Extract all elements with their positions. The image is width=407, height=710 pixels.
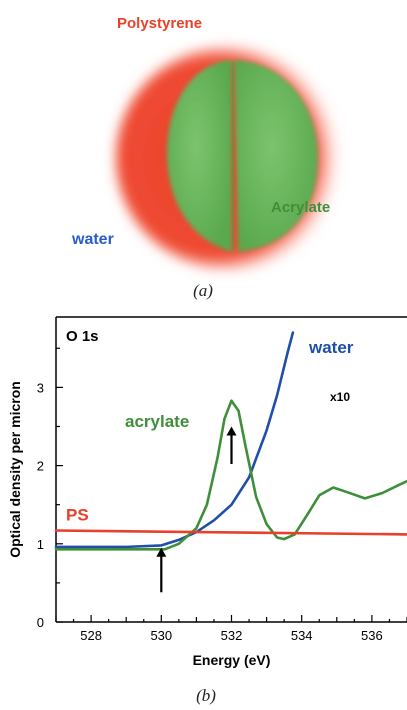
chart-labels: O 1s water x10 acrylate PS Energy (eV) Optical… [7,328,354,668]
particle-illustration: Polystyrene Acrylate water (a) [71,15,340,300]
x-tick-label: 530 [150,628,172,643]
acrylate-label: Acrylate [271,199,330,216]
o1s-spectra-chart: 528 530 532 534 536 0 1 2 3 O 1s water x10 acrylate… [7,316,407,705]
polystyrene-label: Polystyrene [117,15,202,32]
series-label-water: water [308,338,354,357]
arrow-head-1 [156,547,167,557]
acrylate-core-right [234,60,318,252]
panel-b: 528 530 532 534 536 0 1 2 3 O 1s water x10 acrylate… [0,305,407,710]
panel-b-caption: (b) [196,686,216,705]
series-lines [54,331,407,551]
y-axis-label: Optical density per micron [7,381,23,558]
y-tick-label: 1 [37,537,44,552]
series-label-ps: PS [66,505,89,524]
series-line-acrylate [54,399,407,551]
x-tick-label: 528 [80,628,102,643]
series-line-water [54,331,295,549]
annotation-arrows [156,426,237,593]
arrow-head-2 [226,426,237,436]
y-tick-label: 0 [37,615,44,630]
series-label-acrylate: acrylate [125,412,189,431]
x-tick-label: 532 [221,628,243,643]
plot-frame [55,316,407,623]
water-label: water [71,231,114,248]
series-line-ps [54,529,407,536]
x-tick-label: 534 [291,628,313,643]
y-tick-label: 2 [37,459,44,474]
x-axis-label: Energy (eV) [193,652,271,668]
series-annotation-water: x10 [330,390,350,404]
axis-ticks: 528 530 532 534 536 0 1 2 3 [37,347,407,643]
y-tick-label: 3 [37,380,44,395]
panel-a-caption: (a) [193,281,213,300]
acrylate-core-left [166,60,232,252]
panel-a: Polystyrene Acrylate water (a) [0,0,407,305]
x-tick-label: 536 [361,628,383,643]
chart-title: O 1s [66,328,99,345]
